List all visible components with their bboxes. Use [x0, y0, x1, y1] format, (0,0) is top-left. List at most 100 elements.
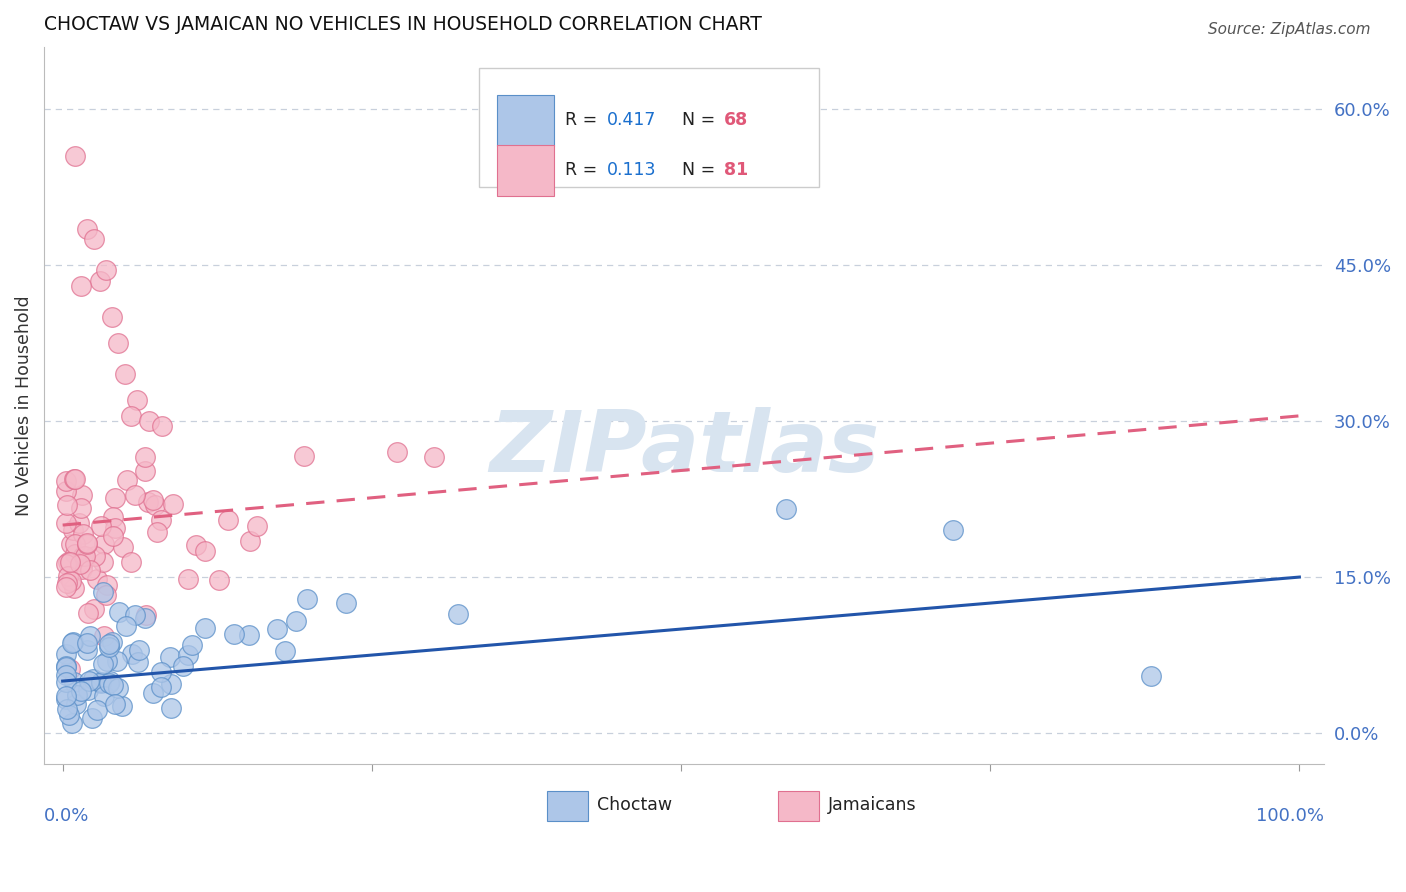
Point [142, 493, 165, 508]
Point [58, 707, 80, 722]
FancyBboxPatch shape [479, 68, 818, 186]
Point [76, 643, 98, 657]
Point [422, 450, 444, 465]
Point [56, 701, 79, 715]
Point [93, 689, 115, 703]
Text: 0.0%: 0.0% [44, 807, 90, 825]
Point [136, 495, 159, 509]
Point [96, 578, 118, 592]
Point [97, 637, 120, 651]
Point [60, 636, 83, 650]
Point [104, 697, 127, 711]
Point [98, 674, 121, 689]
Point [82, 710, 104, 724]
Point [90, 676, 112, 690]
Point [160, 701, 183, 715]
Point [67, 516, 90, 530]
Point [447, 607, 470, 621]
Text: Source: ZipAtlas.com: Source: ZipAtlas.com [1208, 22, 1371, 37]
Point [66, 689, 89, 703]
Point [134, 450, 156, 465]
Point [385, 445, 408, 459]
Point [177, 572, 200, 586]
Text: 0.113: 0.113 [607, 161, 657, 179]
Text: CHOCTAW VS JAMAICAN NO VEHICLES IN HOUSEHOLD CORRELATION CHART: CHOCTAW VS JAMAICAN NO VEHICLES IN HOUSE… [44, 15, 762, 34]
Point [55, 690, 77, 704]
Point [105, 655, 128, 669]
Point [135, 608, 157, 623]
Point [62, 523, 84, 537]
Point [103, 529, 125, 543]
Point [77, 606, 100, 620]
Point [101, 678, 124, 692]
Text: N =: N = [682, 111, 720, 128]
Point [112, 541, 135, 555]
FancyBboxPatch shape [778, 791, 818, 821]
Point [55, 660, 77, 674]
Point [55, 580, 77, 594]
Point [55, 647, 77, 661]
Point [104, 521, 127, 535]
Text: R =: R = [565, 111, 603, 128]
Point [84, 549, 107, 563]
Point [77, 673, 100, 688]
Point [76, 636, 98, 650]
Point [86, 572, 108, 586]
Point [60, 715, 83, 730]
Text: ZIPatlas: ZIPatlas [489, 407, 879, 490]
Point [138, 414, 160, 428]
Point [208, 573, 231, 587]
Point [70, 488, 93, 502]
Point [149, 513, 172, 527]
Point [127, 655, 149, 669]
Point [120, 409, 142, 423]
Point [56, 498, 79, 512]
Point [150, 419, 173, 434]
Point [266, 622, 288, 636]
Point [89, 274, 111, 288]
Point [70, 501, 93, 516]
Point [295, 591, 318, 606]
Point [93, 537, 115, 551]
Point [83, 232, 105, 246]
Point [193, 544, 215, 558]
Point [63, 472, 86, 486]
Point [55, 484, 77, 499]
Point [121, 648, 143, 662]
Point [59, 662, 82, 676]
Point [72, 549, 94, 563]
Point [172, 659, 194, 673]
Point [149, 665, 172, 679]
Point [1140, 669, 1163, 683]
Point [55, 516, 77, 530]
Point [55, 675, 77, 690]
Point [56, 576, 79, 591]
Point [63, 149, 86, 163]
Point [134, 610, 156, 624]
Point [72, 555, 94, 569]
Point [63, 472, 86, 486]
Point [55, 691, 77, 706]
Point [186, 538, 208, 552]
Point [217, 513, 239, 527]
Point [134, 465, 156, 479]
Point [101, 635, 124, 649]
Point [91, 585, 114, 599]
Point [55, 658, 77, 673]
Point [143, 498, 166, 512]
Text: 0.417: 0.417 [607, 111, 657, 128]
Point [82, 672, 104, 686]
Point [149, 681, 172, 695]
Point [162, 497, 184, 511]
Point [79, 629, 101, 643]
Text: 100.0%: 100.0% [1256, 807, 1324, 825]
Point [73, 549, 96, 563]
Point [142, 686, 165, 700]
Point [120, 555, 142, 569]
Point [246, 519, 269, 533]
Point [58, 555, 80, 569]
Point [274, 644, 297, 658]
Point [222, 626, 245, 640]
Point [107, 681, 129, 695]
Point [101, 310, 124, 324]
